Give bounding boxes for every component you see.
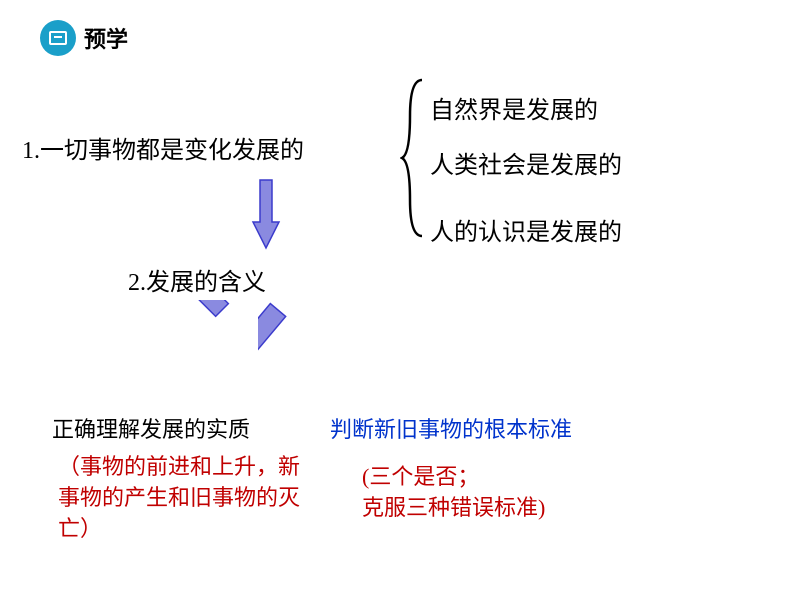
node-everything-develops: 1.一切事物都是变化发展的 [22, 130, 304, 165]
badge: 预学 [40, 20, 128, 56]
brace-item-society: 人类社会是发展的 [430, 145, 622, 180]
arrow-down-left-icon [112, 300, 242, 410]
node-meaning-of-development: 2.发展的含义 [128, 262, 266, 297]
badge-label: 预学 [84, 22, 128, 54]
right-branch-detail: (三个是否； 克服三种错误标准) [362, 462, 662, 524]
arrow-down-icon [251, 178, 281, 252]
presentation-icon [40, 20, 76, 56]
brace-item-nature: 自然界是发展的 [430, 90, 598, 125]
left-branch-detail: （事物的前进和上升，新事物的产生和旧事物的灭亡） [58, 452, 318, 544]
left-branch-title: 正确理解发展的实质 [52, 412, 250, 444]
arrow-down-right-icon [258, 300, 408, 410]
right-branch-title: 判断新旧事物的根本标准 [330, 412, 572, 444]
brace-item-cognition: 人的认识是发展的 [430, 212, 622, 247]
brace-icon [400, 78, 428, 238]
